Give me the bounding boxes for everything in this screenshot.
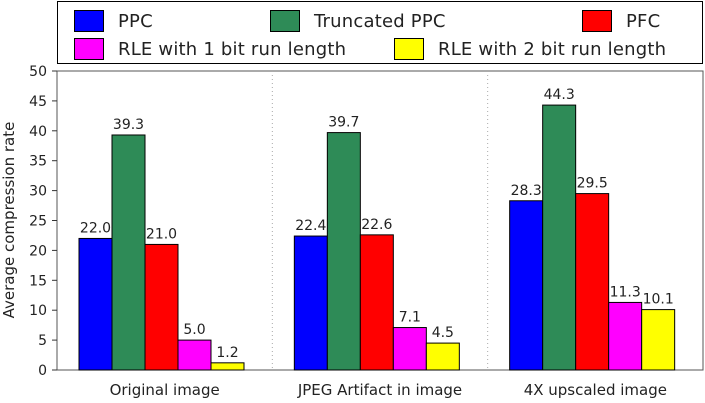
- x-category-label: 4X upscaled image: [524, 381, 667, 399]
- y-tick-label: 40: [29, 124, 47, 140]
- legend-label-rle-1bit: RLE with 1 bit run length: [118, 38, 347, 60]
- data-label: 5.0: [183, 322, 205, 338]
- y-tick-label: 25: [29, 214, 47, 230]
- data-label: 4.5: [432, 325, 454, 341]
- data-label: 1.2: [216, 345, 238, 361]
- legend-item-ppc: PPC: [74, 9, 153, 33]
- bar: [392, 327, 427, 371]
- legend-label-rle-2bit: RLE with 2 bit run length: [438, 38, 667, 60]
- legend-label-truncated-ppc: Truncated PPC: [314, 10, 446, 32]
- bar: [144, 243, 179, 371]
- legend: PPC Truncated PPC PFC RLE with 1 bit run…: [57, 1, 703, 64]
- bar: [177, 339, 212, 371]
- bar: [509, 200, 544, 371]
- bar: [111, 134, 146, 371]
- data-label: 22.6: [361, 217, 392, 233]
- data-label: 39.3: [113, 117, 144, 133]
- y-tick-label: 30: [29, 184, 47, 200]
- data-label: 22.0: [80, 220, 111, 236]
- data-label: 7.1: [399, 310, 421, 326]
- data-label: 39.7: [328, 115, 359, 131]
- data-label: 29.5: [577, 176, 608, 192]
- legend-label-pfc: PFC: [626, 10, 661, 32]
- plot-area: 0 5 10 15 20 25 30 35 40 45 50 22.0 39.3 21.0 5.0 1.2 Or…: [29, 64, 704, 399]
- y-tick-label: 20: [29, 243, 47, 259]
- legend-swatch-ppc: [74, 10, 104, 32]
- legend-swatch-rle-2bit: [394, 38, 424, 60]
- data-label: 21.0: [146, 226, 177, 242]
- legend-label-ppc: PPC: [118, 10, 153, 32]
- y-tick-label: 50: [29, 64, 47, 80]
- y-axis-label: Average compression rate: [0, 122, 18, 319]
- data-label: 44.3: [544, 87, 575, 103]
- y-tick-label: 5: [38, 333, 47, 349]
- y-tick-label: 15: [29, 273, 47, 289]
- legend-swatch-pfc: [582, 10, 612, 32]
- y-tick-label: 45: [29, 94, 47, 110]
- data-label: 11.3: [610, 284, 641, 300]
- bar: [210, 362, 245, 371]
- bar: [425, 342, 460, 371]
- data-label: 22.4: [295, 218, 326, 234]
- y-tick-label: 35: [29, 154, 47, 170]
- bar: [326, 132, 361, 371]
- legend-item-pfc: PFC: [582, 9, 660, 33]
- legend-item-truncated-ppc: Truncated PPC: [270, 9, 446, 33]
- legend-item-rle-2bit: RLE with 2 bit run length: [394, 37, 666, 61]
- x-category-label: JPEG Artifact in image: [297, 381, 462, 399]
- x-category-label: Original image: [110, 381, 220, 399]
- legend-swatch-rle-1bit: [74, 38, 104, 60]
- bar: [542, 104, 577, 371]
- bar: [359, 234, 394, 371]
- data-label: 28.3: [511, 183, 542, 199]
- bar: [641, 309, 676, 371]
- y-tick-label: 0: [38, 363, 47, 379]
- bar: [78, 237, 113, 371]
- bar: [575, 193, 610, 371]
- y-tick-label: 10: [29, 303, 47, 319]
- legend-item-rle-1bit: RLE with 1 bit run length: [74, 37, 346, 61]
- bar: [293, 235, 328, 371]
- legend-swatch-truncated-ppc: [270, 10, 300, 32]
- data-label: 10.1: [643, 292, 674, 308]
- bar: [608, 301, 643, 371]
